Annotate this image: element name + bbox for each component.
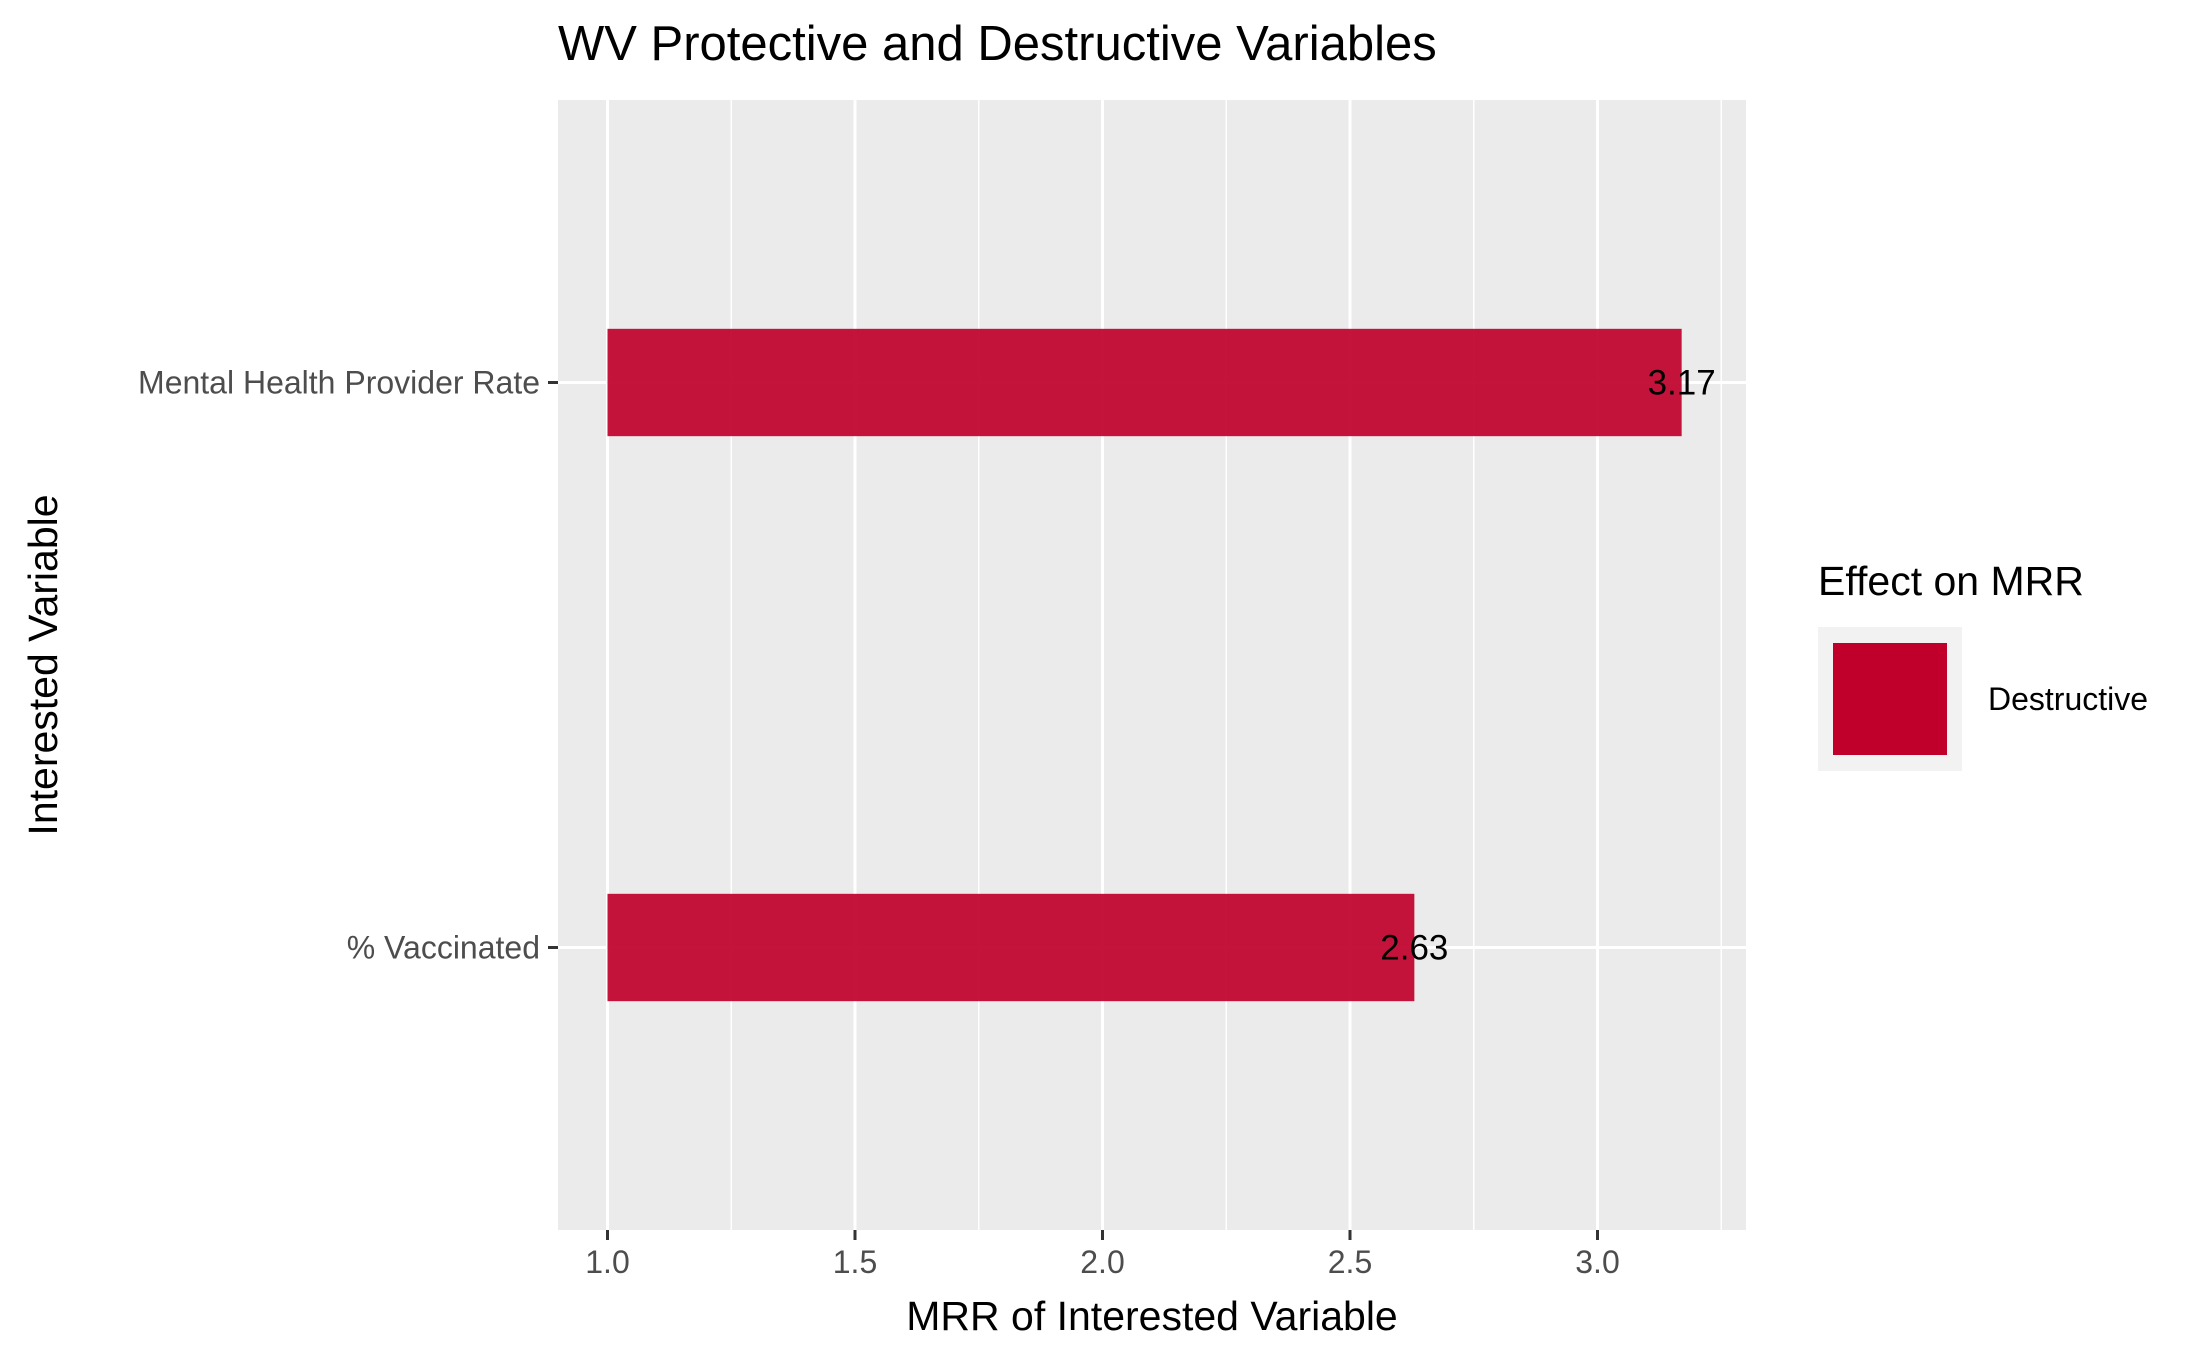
x-tick-label: 2.0: [1080, 1244, 1124, 1280]
bar: [607, 893, 1415, 1002]
y-axis: % Vaccinated Mental Health Provider Rate: [138, 365, 558, 966]
legend: Effect on MRR Destructive: [1818, 558, 2148, 771]
plot-panel: [558, 100, 1746, 1230]
y-axis-title: Interested Variable: [20, 494, 66, 835]
bars: [607, 328, 1682, 1002]
data-labels: 2.63 3.17: [1380, 364, 1715, 968]
x-tick-label: 2.5: [1328, 1244, 1372, 1280]
y-tick-label: Mental Health Provider Rate: [138, 365, 540, 401]
legend-label-destructive: Destructive: [1988, 681, 2148, 717]
legend-title: Effect on MRR: [1818, 558, 2084, 604]
legend-swatch-destructive: [1833, 643, 1947, 755]
x-tick-label: 3.0: [1575, 1244, 1619, 1280]
x-tick-label: 1.0: [585, 1244, 629, 1280]
chart-title: WV Protective and Destructive Variables: [558, 17, 1437, 71]
bar: [607, 328, 1682, 437]
data-label: 3.17: [1648, 364, 1716, 403]
x-axis: 1.0 1.5 2.0 2.5 3.0: [585, 1230, 1620, 1280]
x-axis-title: MRR of Interested Variable: [906, 1293, 1397, 1339]
x-tick-label: 1.5: [833, 1244, 877, 1280]
data-label: 2.63: [1380, 929, 1448, 968]
y-tick-label: % Vaccinated: [347, 930, 540, 966]
